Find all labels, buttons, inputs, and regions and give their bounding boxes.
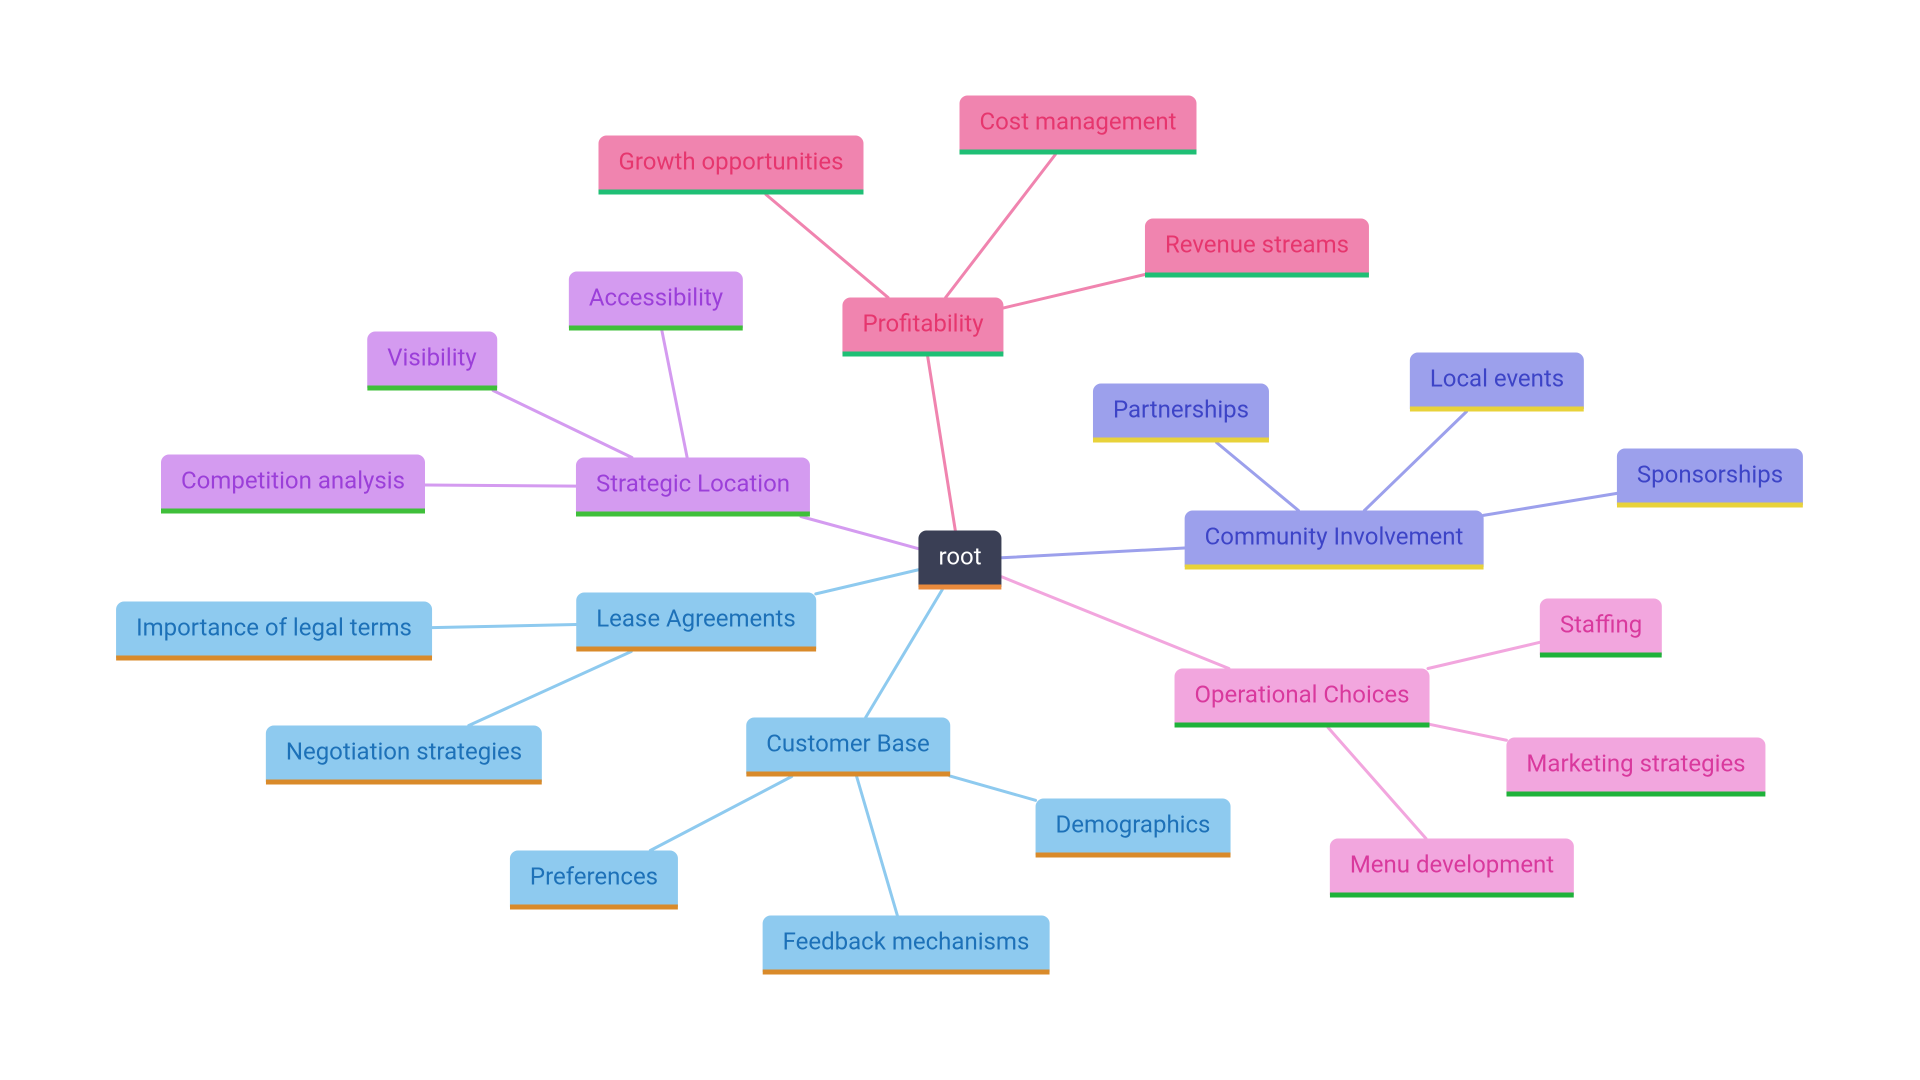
node-label: root [938, 543, 981, 571]
node-accessibility: Accessibility [569, 272, 743, 331]
node-operational: Operational Choices [1175, 669, 1430, 728]
edge-community-sponsorships [1483, 493, 1617, 515]
node-label: Importance of legal terms [136, 614, 412, 642]
node-legalterms: Importance of legal terms [116, 602, 432, 661]
edge-root-lease [816, 570, 919, 594]
edge-profitability-costmgmt [946, 155, 1056, 298]
node-customer: Customer Base [746, 718, 950, 777]
node-root: root [918, 531, 1001, 590]
node-label: Visibility [387, 344, 477, 372]
edge-lease-negotiation [469, 652, 631, 726]
node-marketing: Marketing strategies [1506, 738, 1765, 797]
edge-customer-feedback [857, 777, 898, 916]
edge-operational-menu [1328, 728, 1426, 839]
node-strategic: Strategic Location [576, 458, 810, 517]
node-visibility: Visibility [367, 332, 497, 391]
mindmap-canvas: root Profitability Growth opportunities Cos… [0, 0, 1920, 1080]
node-label: Menu development [1350, 851, 1554, 879]
node-sponsorships: Sponsorships [1617, 449, 1803, 508]
edge-root-operational [1002, 577, 1229, 669]
node-label: Operational Choices [1195, 681, 1410, 709]
edge-operational-staffing [1428, 642, 1540, 668]
node-community: Community Involvement [1185, 511, 1484, 570]
node-staffing: Staffing [1540, 599, 1662, 658]
node-costmgmt: Cost management [960, 96, 1197, 155]
node-localevents: Local events [1410, 353, 1584, 412]
node-profitability: Profitability [842, 298, 1003, 357]
edge-strategic-visibility [493, 391, 632, 458]
node-label: Marketing strategies [1526, 750, 1745, 778]
node-label: Demographics [1056, 811, 1211, 839]
edge-lease-legalterms [432, 625, 576, 628]
node-label: Profitability [862, 310, 983, 338]
node-label: Partnerships [1113, 396, 1249, 424]
edge-profitability-growth [766, 195, 888, 298]
edge-operational-marketing [1429, 724, 1506, 740]
node-revenue: Revenue streams [1145, 219, 1369, 278]
node-label: Cost management [980, 108, 1177, 136]
node-competition: Competition analysis [161, 455, 425, 514]
edge-root-community [1002, 548, 1185, 558]
node-label: Local events [1430, 365, 1564, 393]
node-label: Growth opportunities [618, 148, 843, 176]
node-lease: Lease Agreements [576, 593, 816, 652]
node-preferences: Preferences [510, 851, 678, 910]
node-label: Sponsorships [1637, 461, 1783, 489]
edge-root-strategic [801, 517, 919, 549]
node-label: Staffing [1560, 611, 1642, 639]
node-menu: Menu development [1330, 839, 1574, 898]
edge-customer-preferences [650, 777, 791, 851]
edge-profitability-revenue [1004, 275, 1145, 308]
node-demographics: Demographics [1036, 799, 1231, 858]
edge-strategic-competition [425, 485, 576, 486]
node-label: Competition analysis [181, 467, 405, 495]
edge-community-partnerships [1217, 443, 1299, 511]
node-label: Community Involvement [1205, 523, 1464, 551]
node-label: Negotiation strategies [286, 738, 522, 766]
node-label: Strategic Location [596, 470, 790, 498]
edge-community-localevents [1364, 412, 1466, 511]
node-feedback: Feedback mechanisms [763, 916, 1050, 975]
node-label: Accessibility [589, 284, 723, 312]
edge-customer-demographics [950, 776, 1036, 800]
node-label: Revenue streams [1165, 231, 1349, 259]
node-growth: Growth opportunities [598, 136, 863, 195]
node-label: Feedback mechanisms [783, 928, 1030, 956]
edge-root-profitability [928, 357, 956, 531]
edge-strategic-accessibility [662, 331, 687, 458]
node-partnerships: Partnerships [1093, 384, 1269, 443]
node-label: Preferences [530, 863, 658, 891]
node-negotiation: Negotiation strategies [266, 726, 542, 785]
node-label: Lease Agreements [596, 605, 796, 633]
edge-root-customer [866, 590, 943, 718]
node-label: Customer Base [766, 730, 930, 758]
